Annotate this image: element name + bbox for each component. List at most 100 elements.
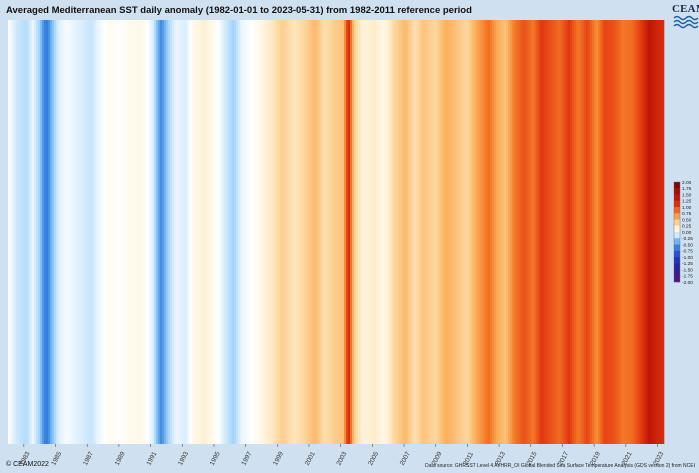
anomaly-stripe <box>574 20 577 444</box>
colorbar-tick-label: -0.25 <box>682 236 693 242</box>
colorbar-tick-label: 0.75 <box>682 211 692 217</box>
x-tick-label: 1985 <box>50 450 63 466</box>
anomaly-stripe <box>580 20 583 444</box>
anomaly-stripe <box>64 20 67 444</box>
anomaly-stripe <box>524 20 527 444</box>
anomaly-stripe <box>650 20 653 444</box>
anomaly-stripe <box>148 20 151 444</box>
colorbar: 2.001.751.501.251.000.750.500.250.00-0.2… <box>673 180 693 286</box>
anomaly-stripe <box>586 20 589 444</box>
x-tick-label: 2007 <box>399 450 412 466</box>
anomaly-stripe <box>368 20 371 444</box>
anomaly-stripe <box>354 20 357 444</box>
x-tick-label: 1997 <box>240 450 253 466</box>
anomaly-stripe <box>590 20 593 444</box>
anomaly-stripe <box>560 20 563 444</box>
anomaly-stripe <box>410 20 413 444</box>
anomaly-stripe <box>484 20 487 444</box>
colorbar-tick-label: -0.50 <box>682 242 693 248</box>
anomaly-stripe <box>276 20 279 444</box>
colorbar-tick-label: 2.00 <box>682 180 692 186</box>
copyright-text: © CEAM2022 <box>6 461 49 468</box>
anomaly-stripe <box>230 20 233 444</box>
x-tick-label: 2003 <box>336 450 349 466</box>
anomaly-stripe <box>212 20 215 444</box>
anomaly-stripe <box>206 20 209 444</box>
x-tick-label: 1993 <box>177 450 190 466</box>
anomaly-stripe <box>342 20 345 444</box>
anomaly-stripe <box>38 20 41 444</box>
anomaly-stripe <box>240 20 243 444</box>
anomaly-stripe <box>450 20 453 444</box>
anomaly-stripe <box>100 20 103 444</box>
anomaly-stripe <box>152 20 155 444</box>
anomaly-stripe <box>398 20 401 444</box>
anomaly-stripe <box>78 20 81 444</box>
anomaly-stripe <box>464 20 467 444</box>
colorbar-tick-label: -1.25 <box>682 261 693 267</box>
anomaly-stripe <box>472 20 475 444</box>
colorbar-cell <box>674 275 680 283</box>
anomaly-stripe <box>452 20 455 444</box>
anomaly-stripe <box>494 20 497 444</box>
anomaly-stripe <box>66 20 69 444</box>
anomaly-stripe <box>622 20 625 444</box>
colorbar-cell <box>674 207 680 214</box>
anomaly-stripe <box>118 20 121 444</box>
anomaly-stripe <box>474 20 477 444</box>
anomaly-stripe <box>620 20 623 444</box>
anomaly-stripe <box>348 20 351 444</box>
x-tick-label: 2005 <box>367 450 380 466</box>
anomaly-stripe <box>232 20 235 444</box>
anomaly-stripe <box>274 20 277 444</box>
anomaly-stripe <box>284 20 287 444</box>
colorbar-cell <box>674 257 680 264</box>
anomaly-stripe <box>54 20 57 444</box>
anomaly-stripe <box>542 20 545 444</box>
anomaly-stripe <box>556 20 559 444</box>
x-tick-label: 1989 <box>114 450 127 466</box>
colorbar-labels: 2.001.751.501.251.000.750.500.250.00-0.2… <box>682 180 693 286</box>
anomaly-stripe <box>536 20 539 444</box>
anomaly-stripe <box>362 20 365 444</box>
x-tick-label: 1991 <box>145 450 158 466</box>
anomaly-stripe <box>112 20 115 444</box>
anomaly-stripe <box>24 20 27 444</box>
anomaly-stripe <box>382 20 385 444</box>
anomaly-stripe <box>250 20 253 444</box>
anomaly-stripe <box>390 20 393 444</box>
anomaly-stripe <box>238 20 241 444</box>
anomaly-stripe <box>94 20 97 444</box>
anomaly-stripe <box>638 20 641 444</box>
anomaly-stripe <box>142 20 145 444</box>
anomaly-stripe <box>446 20 449 444</box>
anomaly-stripe <box>350 20 353 444</box>
anomaly-stripe <box>182 20 185 444</box>
colorbar-cell <box>674 200 680 208</box>
anomaly-stripe <box>10 20 13 444</box>
anomaly-stripe <box>366 20 369 444</box>
anomaly-stripe <box>552 20 555 444</box>
anomaly-stripe <box>644 20 647 444</box>
anomaly-stripe <box>338 20 341 444</box>
anomaly-stripe <box>184 20 187 444</box>
anomaly-stripe <box>14 20 17 444</box>
anomaly-stripe <box>246 20 249 444</box>
anomaly-stripe <box>228 20 231 444</box>
anomaly-stripe <box>642 20 645 444</box>
anomaly-stripe <box>526 20 529 444</box>
ceam-logo: CEAM <box>672 3 699 29</box>
anomaly-stripe <box>174 20 177 444</box>
anomaly-stripe <box>408 20 411 444</box>
anomaly-stripe <box>72 20 75 444</box>
anomaly-stripe <box>548 20 551 444</box>
colorbar-cell <box>674 244 680 251</box>
anomaly-stripe <box>76 20 79 444</box>
anomaly-stripe <box>498 20 501 444</box>
x-tick-label: 1995 <box>209 450 222 466</box>
anomaly-stripe <box>660 20 663 444</box>
anomaly-stripe <box>20 20 23 444</box>
anomaly-stripe <box>648 20 651 444</box>
anomaly-stripe <box>292 20 295 444</box>
anomaly-stripe <box>402 20 405 444</box>
